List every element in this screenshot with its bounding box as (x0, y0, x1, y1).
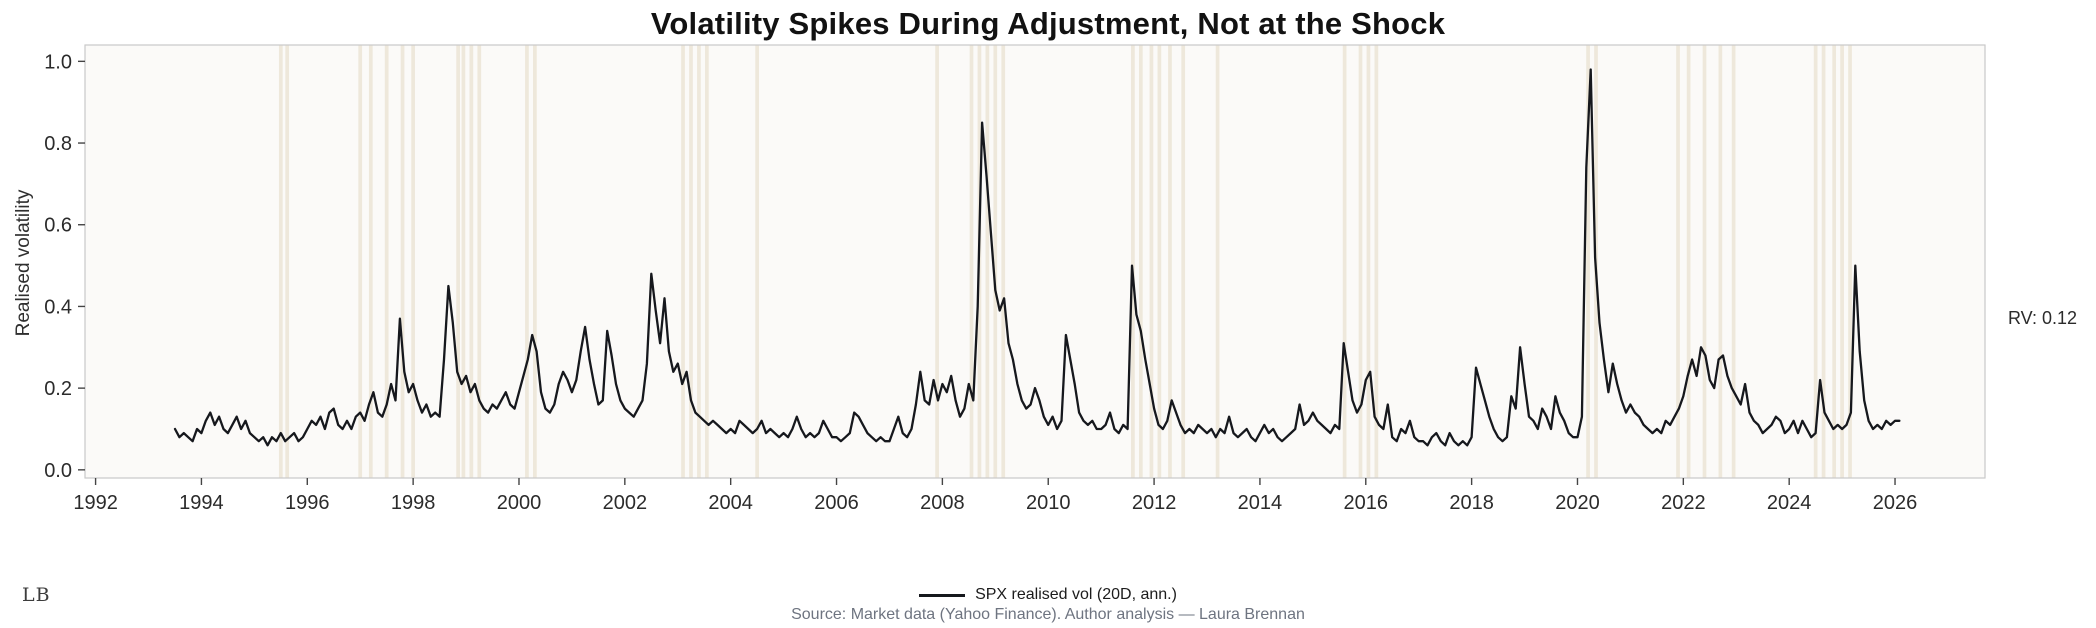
series-line (173, 68, 1901, 447)
legend: SPX realised vol (20D, ann.) (0, 586, 2096, 604)
event-band (1138, 45, 1143, 478)
source-credit: Source: Market data (Yahoo Finance). Aut… (791, 606, 1305, 623)
x-tick-label: 2012 (1132, 492, 1177, 514)
event-band (705, 45, 709, 478)
x-tick-label: 2002 (603, 492, 648, 514)
event-band (1840, 45, 1844, 478)
event-band (1157, 45, 1162, 478)
y-tick-label: 1.0 (44, 51, 72, 73)
x-tick-label: 1996 (285, 492, 330, 514)
rv-annotation: RV: 0.12 (2008, 308, 2078, 328)
event-band (384, 45, 389, 478)
x-tick-label: 2026 (1873, 492, 1918, 514)
legend-line-swatch (919, 593, 966, 597)
event-band (1374, 45, 1379, 478)
event-band (1342, 45, 1347, 478)
x-tick-label: 2010 (1026, 492, 1071, 514)
event-band (477, 45, 482, 478)
event-band (1168, 45, 1172, 478)
event-band (278, 45, 283, 478)
event-band (993, 45, 998, 478)
y-tick-label: 0.8 (44, 133, 72, 155)
y-tick-label: 0.0 (44, 460, 72, 482)
event-band (1215, 45, 1220, 478)
x-tick-label: 1998 (391, 492, 436, 514)
event-band (1131, 45, 1135, 478)
event-band (755, 45, 759, 478)
event-band (1731, 45, 1736, 478)
event-band (697, 45, 701, 478)
event-band (358, 45, 363, 478)
event-band (533, 45, 537, 478)
x-tick-label: 2000 (497, 492, 542, 514)
event-band (1676, 45, 1680, 478)
x-tick-label: 2016 (1344, 492, 1389, 514)
legend-label: SPX realised vol (20D, ann.) (975, 586, 1177, 603)
x-tick-label: 2024 (1767, 492, 1812, 514)
event-band (1718, 45, 1723, 478)
x-tick-label: 2020 (1555, 492, 1600, 514)
y-tick-label: 0.2 (44, 378, 72, 400)
event-band (400, 45, 405, 478)
y-tick-label: 0.4 (44, 296, 72, 318)
event-band (1813, 45, 1818, 478)
event-band (461, 45, 466, 478)
event-band (1848, 45, 1852, 478)
x-tick-label: 2018 (1449, 492, 1494, 514)
event-band (935, 45, 939, 478)
x-tick-label: 1992 (73, 492, 118, 514)
x-tick-label: 2006 (814, 492, 859, 514)
event-band (1366, 45, 1371, 478)
x-tick-label: 2014 (1238, 492, 1283, 514)
event-band (1821, 45, 1826, 478)
event-band (689, 45, 693, 478)
event-band (1181, 45, 1186, 478)
y-tick-label: 0.6 (44, 215, 72, 237)
event-band (411, 45, 415, 478)
x-tick-label: 1994 (179, 492, 224, 514)
x-tick-label: 2022 (1661, 492, 1706, 514)
event-band (1686, 45, 1691, 478)
event-band (985, 45, 990, 478)
event-band (1358, 45, 1363, 478)
chart-title: Volatility Spikes During Adjustment, Not… (650, 6, 1446, 41)
event-band (969, 45, 974, 478)
event-band (1001, 45, 1006, 478)
event-band (681, 45, 685, 478)
event-band (1832, 45, 1837, 478)
event-band (469, 45, 474, 478)
plot-frame (84, 44, 1986, 479)
plot-area: 1992 1994 1996 1998 2000 2002 2004 2006 2008 2010… (44, 44, 1986, 514)
event-band (285, 45, 290, 478)
event-band (368, 45, 373, 478)
x-tick-label: 2004 (708, 492, 753, 514)
event-band (1149, 45, 1154, 478)
event-band (1702, 45, 1707, 478)
brand-logo: LB (22, 584, 51, 606)
event-band (1586, 45, 1590, 478)
x-tick-label: 2008 (920, 492, 965, 514)
event-band (525, 45, 529, 478)
event-band (456, 45, 460, 478)
